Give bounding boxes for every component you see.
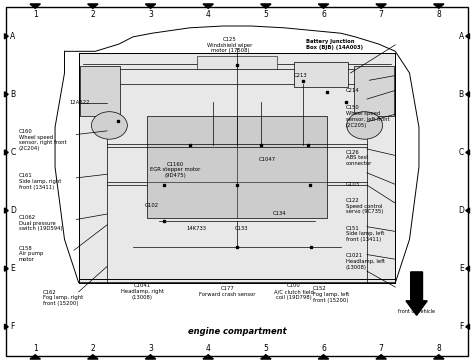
Text: C125
Windshield wiper
motor (17508): C125 Windshield wiper motor (17508) [207, 37, 253, 53]
Polygon shape [5, 266, 8, 271]
Polygon shape [5, 324, 8, 329]
Polygon shape [146, 355, 156, 359]
Polygon shape [30, 4, 40, 8]
Text: C133: C133 [235, 226, 248, 231]
Text: 8: 8 [437, 10, 441, 19]
Text: C1062
Dual pressure
switch (19D594): C1062 Dual pressure switch (19D594) [18, 215, 62, 231]
Polygon shape [88, 355, 98, 359]
Text: 6: 6 [321, 10, 326, 19]
Text: C126
ABS test
connector: C126 ABS test connector [346, 150, 372, 166]
Polygon shape [203, 4, 213, 8]
Polygon shape [466, 34, 469, 39]
Text: C122
Speed control
servo (9C735): C122 Speed control servo (9C735) [346, 198, 383, 215]
Text: 3: 3 [148, 344, 153, 353]
Polygon shape [79, 53, 395, 283]
Polygon shape [466, 266, 469, 271]
Bar [294, 62, 348, 87]
Text: 1: 1 [33, 344, 37, 353]
Text: 6: 6 [321, 344, 326, 353]
Polygon shape [261, 4, 271, 8]
Bar [354, 66, 394, 117]
Text: F: F [459, 322, 464, 331]
Text: C: C [459, 148, 464, 157]
FancyArrow shape [406, 272, 427, 315]
Polygon shape [318, 355, 328, 359]
Text: engine compartment: engine compartment [188, 327, 286, 336]
Polygon shape [261, 355, 271, 359]
Text: C177
Forward crash sensor: C177 Forward crash sensor [199, 286, 256, 297]
Polygon shape [5, 208, 8, 213]
Text: D: D [10, 206, 16, 215]
Text: C213: C213 [294, 73, 307, 78]
Text: C214: C214 [346, 88, 359, 93]
Polygon shape [434, 4, 444, 8]
Text: C1047: C1047 [259, 157, 276, 162]
Text: A: A [10, 32, 15, 41]
Polygon shape [88, 4, 98, 8]
Text: E: E [10, 264, 15, 273]
Text: B: B [459, 90, 464, 99]
Text: C1160
EGR stepper motor
(9D475): C1160 EGR stepper motor (9D475) [150, 162, 201, 178]
Polygon shape [5, 34, 8, 39]
Text: 2: 2 [91, 10, 95, 19]
Polygon shape [146, 4, 156, 8]
Polygon shape [466, 208, 469, 213]
Text: C160
Wheel speed
sensor, right front
(2C204): C160 Wheel speed sensor, right front (2C… [18, 129, 66, 151]
Circle shape [346, 112, 383, 139]
Text: B: B [10, 90, 15, 99]
Text: C100
A/C clutch field
coil (19D798): C100 A/C clutch field coil (19D798) [274, 284, 314, 300]
Polygon shape [5, 150, 8, 155]
Text: C: C [10, 148, 15, 157]
Text: 7: 7 [379, 344, 383, 353]
Text: C161
Side lamp, right
front (13411): C161 Side lamp, right front (13411) [18, 173, 61, 190]
Bar [147, 117, 327, 218]
Text: C162
Fog lamp, right
front (15200): C162 Fog lamp, right front (15200) [43, 290, 83, 306]
Text: 5: 5 [264, 10, 268, 19]
Circle shape [91, 112, 128, 139]
Text: D: D [458, 206, 464, 215]
Text: front of vehicle: front of vehicle [398, 309, 435, 314]
Text: 12A522: 12A522 [69, 100, 90, 105]
Text: 4: 4 [206, 344, 210, 353]
Text: 2: 2 [91, 344, 95, 353]
Text: G103: G103 [346, 182, 360, 187]
Text: E: E [459, 264, 464, 273]
Text: A: A [459, 32, 464, 41]
Polygon shape [434, 355, 444, 359]
Text: C152
Fog lamp, left
front (15200): C152 Fog lamp, left front (15200) [313, 286, 349, 303]
Text: G102: G102 [145, 203, 159, 208]
Polygon shape [318, 4, 328, 8]
Bar [197, 56, 277, 69]
Text: 7: 7 [379, 10, 383, 19]
Text: 5: 5 [264, 344, 268, 353]
Text: 4: 4 [206, 10, 210, 19]
Text: Battery Junction
Box (BJB) (14A003): Battery Junction Box (BJB) (14A003) [306, 40, 363, 50]
Text: F: F [10, 322, 15, 331]
Text: C151
Side lamp, left
front (13411): C151 Side lamp, left front (13411) [346, 226, 384, 242]
Polygon shape [376, 4, 386, 8]
Text: C1041
Headlamp, right
(13008): C1041 Headlamp, right (13008) [121, 284, 164, 300]
Polygon shape [30, 355, 40, 359]
Polygon shape [466, 92, 469, 97]
Text: C1021
Headlamp, left
(13008): C1021 Headlamp, left (13008) [346, 253, 385, 270]
Text: C158
Air pump
motor: C158 Air pump motor [18, 245, 43, 262]
Text: 1: 1 [33, 10, 37, 19]
Text: 14K733: 14K733 [187, 226, 207, 231]
Polygon shape [203, 355, 213, 359]
Text: C134: C134 [273, 211, 286, 216]
Polygon shape [466, 150, 469, 155]
Bar [80, 66, 120, 117]
Text: 3: 3 [148, 10, 153, 19]
Text: C150
Wheel speed
sensor, left front
(2C205): C150 Wheel speed sensor, left front (2C2… [346, 105, 389, 128]
Polygon shape [466, 324, 469, 329]
Polygon shape [5, 92, 8, 97]
Text: 8: 8 [437, 344, 441, 353]
Polygon shape [376, 355, 386, 359]
